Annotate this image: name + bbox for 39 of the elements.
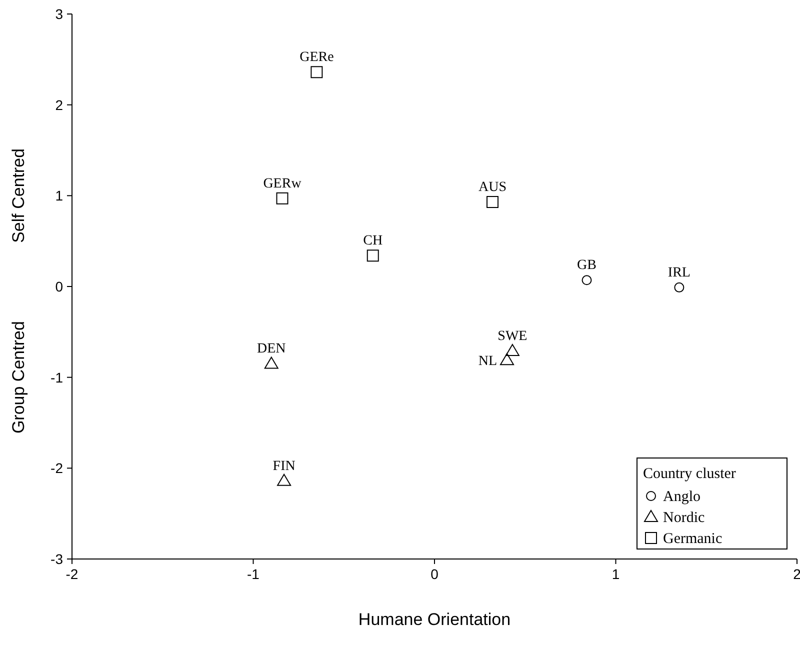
annotation: GERe bbox=[300, 50, 334, 66]
y-tick-label: -2 bbox=[50, 460, 64, 476]
point bbox=[264, 356, 278, 369]
annotation: GERw bbox=[263, 176, 302, 192]
annotation: IRL bbox=[668, 265, 690, 280]
annotation: GB bbox=[577, 258, 596, 274]
y-tick-label: -3 bbox=[50, 551, 64, 567]
annotation: SWE bbox=[498, 328, 528, 344]
x-tick-label: 2 bbox=[793, 566, 800, 582]
x-tick-label: -1 bbox=[247, 566, 260, 582]
annotation: AUS bbox=[478, 180, 507, 196]
x-tick-label: 0 bbox=[430, 566, 439, 582]
annotation: NL bbox=[478, 354, 497, 370]
x-tick-label: -2 bbox=[66, 566, 78, 582]
point bbox=[277, 474, 292, 486]
legend-label: Germanic bbox=[663, 531, 722, 547]
point bbox=[310, 66, 323, 78]
annotation: CH bbox=[363, 234, 383, 249]
x-tick-label: 1 bbox=[612, 566, 620, 582]
y-tick-label: 3 bbox=[55, 6, 64, 22]
legend-label: Nordic bbox=[663, 510, 705, 526]
point bbox=[500, 353, 514, 366]
y-tick-label: 1 bbox=[55, 188, 64, 204]
x-axis-title: Humane Orientation bbox=[358, 610, 511, 629]
point bbox=[505, 344, 520, 356]
legend-title: Country cluster bbox=[643, 466, 736, 482]
legend-label: Anglo bbox=[663, 489, 700, 505]
y-tick-label: 0 bbox=[55, 278, 64, 294]
text: Group Centred bbox=[9, 321, 28, 434]
point bbox=[486, 196, 498, 208]
point bbox=[674, 282, 684, 292]
y-axis-title: Self Centred bbox=[9, 148, 28, 243]
point bbox=[366, 250, 379, 262]
point bbox=[276, 192, 288, 204]
annotation: FIN bbox=[272, 458, 296, 474]
point bbox=[582, 275, 592, 286]
y-tick-label: 2 bbox=[55, 96, 64, 113]
y-tick-label: -1 bbox=[50, 369, 64, 386]
annotation: DEN bbox=[256, 342, 286, 357]
